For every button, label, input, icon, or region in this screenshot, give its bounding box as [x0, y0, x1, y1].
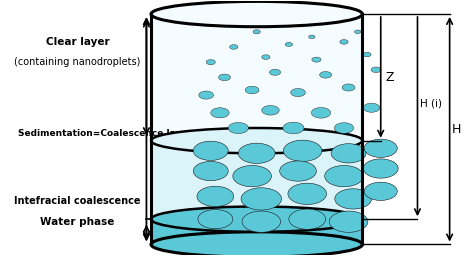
- Circle shape: [238, 143, 275, 163]
- Circle shape: [198, 210, 233, 229]
- Text: Z: Z: [385, 71, 394, 84]
- Circle shape: [319, 71, 332, 78]
- Circle shape: [262, 55, 270, 59]
- Ellipse shape: [151, 232, 362, 256]
- Circle shape: [229, 45, 238, 49]
- Circle shape: [219, 74, 230, 81]
- Circle shape: [342, 84, 355, 91]
- Text: Intefracial coalescence: Intefracial coalescence: [14, 196, 141, 206]
- Circle shape: [193, 141, 228, 161]
- Circle shape: [309, 35, 315, 39]
- Circle shape: [335, 189, 372, 209]
- Circle shape: [242, 211, 281, 232]
- Circle shape: [329, 211, 368, 232]
- Bar: [151, 219, 362, 244]
- Circle shape: [253, 30, 260, 34]
- Circle shape: [363, 52, 371, 57]
- Circle shape: [283, 122, 304, 134]
- Circle shape: [228, 122, 248, 134]
- Text: Water phase: Water phase: [40, 217, 115, 227]
- Circle shape: [211, 108, 229, 118]
- Bar: [151, 14, 362, 244]
- Circle shape: [312, 57, 321, 62]
- Circle shape: [206, 60, 215, 65]
- Circle shape: [193, 162, 228, 181]
- Circle shape: [311, 108, 331, 118]
- Circle shape: [285, 42, 292, 46]
- Ellipse shape: [151, 128, 362, 153]
- Circle shape: [355, 30, 361, 34]
- Circle shape: [280, 161, 317, 181]
- Text: Clear layer: Clear layer: [46, 37, 109, 47]
- Text: H (i): H (i): [420, 99, 442, 109]
- Circle shape: [363, 103, 380, 112]
- Circle shape: [334, 123, 354, 133]
- Circle shape: [363, 159, 398, 178]
- Circle shape: [199, 91, 213, 99]
- Circle shape: [270, 69, 281, 75]
- Circle shape: [289, 209, 326, 229]
- Ellipse shape: [151, 1, 362, 27]
- Circle shape: [291, 89, 305, 97]
- Bar: [151, 141, 362, 219]
- Circle shape: [364, 139, 397, 157]
- Circle shape: [241, 188, 282, 210]
- Circle shape: [331, 144, 366, 163]
- Circle shape: [262, 105, 279, 115]
- Text: (containing nanodroplets): (containing nanodroplets): [14, 57, 141, 67]
- Circle shape: [340, 40, 348, 44]
- Circle shape: [288, 183, 327, 205]
- Ellipse shape: [151, 207, 362, 232]
- Circle shape: [364, 182, 397, 200]
- Circle shape: [325, 165, 363, 187]
- Circle shape: [371, 67, 381, 72]
- Circle shape: [197, 186, 234, 207]
- Text: Sedimentation=Coalescence layer: Sedimentation=Coalescence layer: [18, 129, 192, 137]
- Circle shape: [283, 140, 322, 162]
- Circle shape: [233, 165, 272, 187]
- Text: H: H: [452, 123, 461, 136]
- Circle shape: [245, 86, 259, 94]
